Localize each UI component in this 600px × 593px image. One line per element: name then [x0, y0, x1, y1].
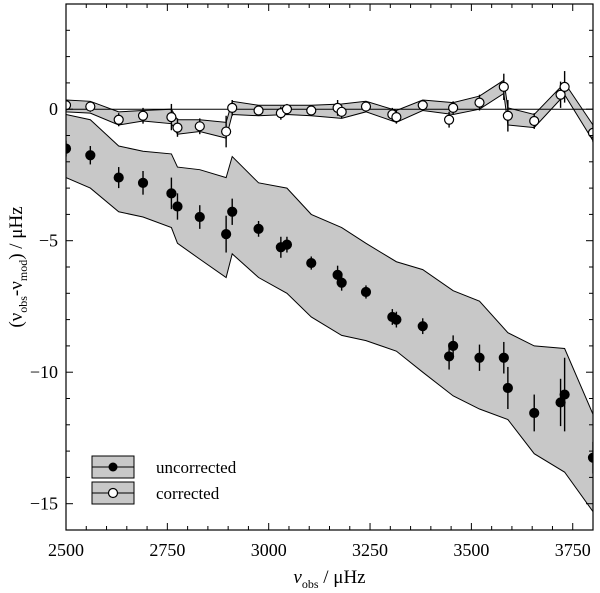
- x-tick-label: 2500: [48, 540, 84, 560]
- point-corrected-23: [502, 110, 513, 121]
- x-tick-label: 3250: [352, 540, 388, 560]
- x-tick-label: 3000: [251, 540, 287, 560]
- x-tick-label: 3500: [453, 540, 489, 560]
- point-uncorrected-1: [85, 150, 96, 161]
- point-corrected-1: [85, 101, 96, 112]
- axis-ticks: [65, 3, 594, 531]
- point-corrected-0: [66, 100, 72, 111]
- point-uncorrected-11: [281, 239, 293, 250]
- point-corrected-14: [336, 106, 347, 117]
- point-uncorrected-2: [113, 172, 124, 183]
- y-tick-label: −10: [30, 362, 58, 382]
- point-uncorrected-17: [391, 314, 402, 325]
- point-uncorrected-15: [360, 286, 372, 298]
- point-uncorrected-25: [555, 397, 566, 408]
- point-corrected-2: [113, 114, 124, 125]
- point-uncorrected-9: [253, 223, 264, 234]
- point-uncorrected-0: [66, 143, 72, 154]
- point-corrected-18: [417, 100, 428, 111]
- point-uncorrected-14: [336, 277, 347, 288]
- legend-marker-uncorrected: [108, 462, 118, 472]
- x-axis-label: νobs / μHz: [293, 567, 365, 591]
- y-tick-label: −15: [30, 494, 58, 514]
- point-corrected-20: [448, 102, 459, 113]
- legend: uncorrected corrected: [91, 455, 237, 505]
- x-tick-label: 3750: [555, 540, 591, 560]
- point-corrected-4: [166, 111, 177, 123]
- band-corrected: [66, 79, 593, 142]
- y-tick-label: 0: [49, 99, 58, 119]
- point-corrected-5: [172, 122, 183, 133]
- point-corrected-26: [559, 81, 570, 92]
- point-uncorrected-6: [194, 211, 205, 223]
- point-uncorrected-8: [227, 206, 238, 217]
- band-uncorrected: [66, 113, 593, 513]
- point-corrected-12: [306, 105, 317, 116]
- point-uncorrected-20: [448, 340, 459, 351]
- point-uncorrected-5: [172, 201, 183, 212]
- point-uncorrected-12: [306, 257, 317, 269]
- point-uncorrected-24: [529, 407, 540, 419]
- uncertainty-bands: [66, 79, 593, 513]
- point-uncorrected-3: [137, 177, 149, 188]
- point-uncorrected-22: [498, 352, 509, 363]
- legend-label-corrected: corrected: [156, 484, 220, 503]
- point-uncorrected-19: [443, 351, 455, 362]
- point-uncorrected-27: [587, 452, 593, 463]
- point-uncorrected-7: [221, 229, 232, 240]
- legend-marker-corrected: [107, 487, 119, 499]
- point-corrected-8: [227, 102, 238, 113]
- point-corrected-15: [360, 101, 372, 112]
- x-tick-label: 2750: [149, 540, 185, 560]
- point-uncorrected-23: [502, 382, 513, 394]
- data-points: [66, 81, 593, 463]
- point-corrected-11: [281, 104, 293, 115]
- point-corrected-19: [443, 114, 455, 125]
- point-corrected-9: [253, 105, 264, 116]
- point-corrected-25: [555, 89, 566, 100]
- point-corrected-17: [391, 111, 402, 123]
- point-uncorrected-21: [474, 352, 485, 363]
- point-corrected-6: [194, 121, 205, 132]
- point-uncorrected-26: [559, 389, 570, 400]
- point-corrected-3: [137, 110, 149, 121]
- point-uncorrected-18: [417, 321, 428, 332]
- tick-labels: 2500 2750 3000 3250 3500 3750 0 −5 −10 −15: [30, 99, 591, 560]
- point-uncorrected-4: [166, 188, 177, 199]
- point-corrected-22: [498, 81, 509, 92]
- y-axis-label: (νobs-νmod) / μHz: [6, 206, 30, 327]
- point-corrected-21: [474, 97, 485, 108]
- point-uncorrected-13: [332, 269, 343, 280]
- legend-label-uncorrected: uncorrected: [156, 458, 237, 477]
- point-corrected-7: [221, 126, 232, 137]
- y-tick-label: −5: [39, 231, 58, 251]
- point-corrected-24: [529, 115, 540, 127]
